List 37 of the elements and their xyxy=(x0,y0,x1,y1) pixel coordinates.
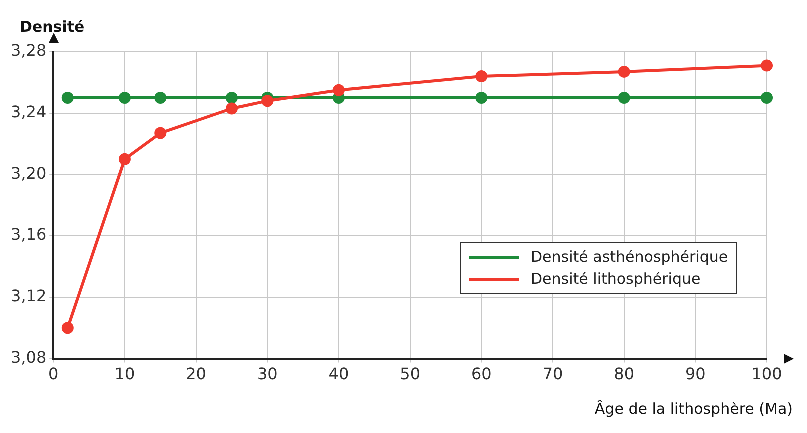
point xyxy=(226,102,238,115)
x-tick-label: 80 xyxy=(614,364,635,384)
point xyxy=(262,95,274,108)
x-tick-label: 100 xyxy=(752,364,782,384)
point xyxy=(761,60,773,72)
y-tick-label: 3,16 xyxy=(11,225,47,244)
legend-label: Densité asthénosphérique xyxy=(531,248,728,266)
point xyxy=(476,92,488,104)
point xyxy=(226,92,238,104)
legend-label: Densité lithosphérique xyxy=(531,270,701,288)
x-tick-label: 40 xyxy=(328,364,350,384)
y-tick-label: 3,08 xyxy=(11,348,47,367)
point xyxy=(761,92,773,104)
point xyxy=(118,153,131,166)
point xyxy=(618,66,630,78)
y-tick-label: 3,28 xyxy=(11,41,47,60)
x-tick-label: 0 xyxy=(48,364,59,384)
x-tick-label: 70 xyxy=(542,364,564,384)
y-tick-label: 3,24 xyxy=(11,102,47,122)
point xyxy=(476,70,488,83)
x-tick-label: 30 xyxy=(257,364,278,384)
y-tick-label: 3,20 xyxy=(11,164,47,183)
x-tick-label: 50 xyxy=(400,364,420,384)
point xyxy=(154,92,167,104)
x-tick-label: 60 xyxy=(471,364,492,384)
point xyxy=(618,92,630,104)
y-tick-label: 3,12 xyxy=(11,286,47,306)
x-tick-label: 90 xyxy=(685,364,706,384)
x-axis-title: Âge de la lithosphère (Ma) xyxy=(594,400,793,418)
y-axis-title: Densité xyxy=(20,18,85,36)
x-tick-label: 20 xyxy=(186,364,206,384)
point xyxy=(332,84,345,96)
point xyxy=(62,92,74,104)
point xyxy=(62,322,74,334)
point xyxy=(118,92,131,104)
x-tick-label: 10 xyxy=(114,364,136,384)
point xyxy=(154,127,167,140)
